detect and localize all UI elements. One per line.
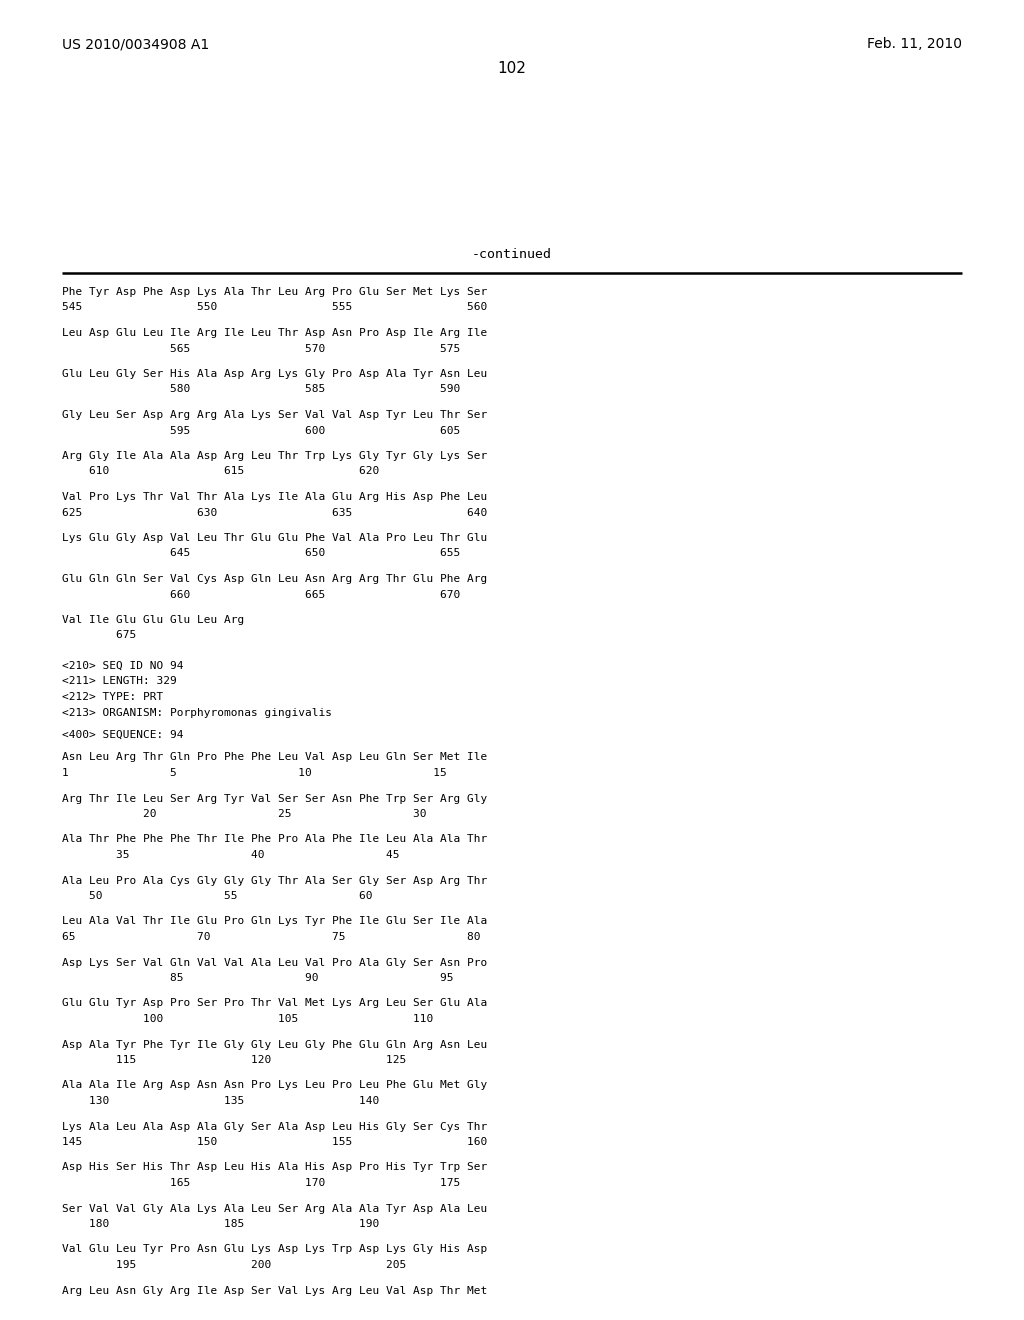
Text: 580                 585                 590: 580 585 590 <box>62 384 460 395</box>
Text: <212> TYPE: PRT: <212> TYPE: PRT <box>62 692 163 702</box>
Text: 180                 185                 190: 180 185 190 <box>62 1218 379 1229</box>
Text: 102: 102 <box>498 61 526 77</box>
Text: 645                 650                 655: 645 650 655 <box>62 549 460 558</box>
Text: Glu Gln Gln Ser Val Cys Asp Gln Leu Asn Arg Arg Thr Glu Phe Arg: Glu Gln Gln Ser Val Cys Asp Gln Leu Asn … <box>62 574 487 583</box>
Text: Asn Leu Arg Thr Gln Pro Phe Phe Leu Val Asp Leu Gln Ser Met Ile: Asn Leu Arg Thr Gln Pro Phe Phe Leu Val … <box>62 752 487 763</box>
Text: 625                 630                 635                 640: 625 630 635 640 <box>62 507 487 517</box>
Text: 50                  55                  60: 50 55 60 <box>62 891 373 902</box>
Text: Asp Ala Tyr Phe Tyr Ile Gly Gly Leu Gly Phe Glu Gln Arg Asn Leu: Asp Ala Tyr Phe Tyr Ile Gly Gly Leu Gly … <box>62 1040 487 1049</box>
Text: 65                  70                  75                  80: 65 70 75 80 <box>62 932 480 942</box>
Text: <210> SEQ ID NO 94: <210> SEQ ID NO 94 <box>62 661 183 671</box>
Text: Val Glu Leu Tyr Pro Asn Glu Lys Asp Lys Trp Asp Lys Gly His Asp: Val Glu Leu Tyr Pro Asn Glu Lys Asp Lys … <box>62 1245 487 1254</box>
Text: Val Ile Glu Glu Glu Leu Arg: Val Ile Glu Glu Glu Leu Arg <box>62 615 245 624</box>
Text: 100                 105                 110: 100 105 110 <box>62 1014 433 1024</box>
Text: Leu Asp Glu Leu Ile Arg Ile Leu Thr Asp Asn Pro Asp Ile Arg Ile: Leu Asp Glu Leu Ile Arg Ile Leu Thr Asp … <box>62 327 487 338</box>
Text: 545                 550                 555                 560: 545 550 555 560 <box>62 302 487 313</box>
Text: 660                 665                 670: 660 665 670 <box>62 590 460 599</box>
Text: 1               5                  10                  15: 1 5 10 15 <box>62 768 446 777</box>
Text: 115                 120                 125: 115 120 125 <box>62 1055 407 1065</box>
Text: <213> ORGANISM: Porphyromonas gingivalis: <213> ORGANISM: Porphyromonas gingivalis <box>62 708 332 718</box>
Text: 20                  25                  30: 20 25 30 <box>62 809 427 818</box>
Text: Lys Ala Leu Ala Asp Ala Gly Ser Ala Asp Leu His Gly Ser Cys Thr: Lys Ala Leu Ala Asp Ala Gly Ser Ala Asp … <box>62 1122 487 1131</box>
Text: 195                 200                 205: 195 200 205 <box>62 1261 407 1270</box>
Text: Ala Ala Ile Arg Asp Asn Asn Pro Lys Leu Pro Leu Phe Glu Met Gly: Ala Ala Ile Arg Asp Asn Asn Pro Lys Leu … <box>62 1081 487 1090</box>
Text: Asp Lys Ser Val Gln Val Val Ala Leu Val Pro Ala Gly Ser Asn Pro: Asp Lys Ser Val Gln Val Val Ala Leu Val … <box>62 957 487 968</box>
Text: Ala Leu Pro Ala Cys Gly Gly Gly Thr Ala Ser Gly Ser Asp Arg Thr: Ala Leu Pro Ala Cys Gly Gly Gly Thr Ala … <box>62 875 487 886</box>
Text: 165                 170                 175: 165 170 175 <box>62 1177 460 1188</box>
Text: Asp His Ser His Thr Asp Leu His Ala His Asp Pro His Tyr Trp Ser: Asp His Ser His Thr Asp Leu His Ala His … <box>62 1163 487 1172</box>
Text: <211> LENGTH: 329: <211> LENGTH: 329 <box>62 676 177 686</box>
Text: Leu Ala Val Thr Ile Glu Pro Gln Lys Tyr Phe Ile Glu Ser Ile Ala: Leu Ala Val Thr Ile Glu Pro Gln Lys Tyr … <box>62 916 487 927</box>
Text: 610                 615                 620: 610 615 620 <box>62 466 379 477</box>
Text: Val Pro Lys Thr Val Thr Ala Lys Ile Ala Glu Arg His Asp Phe Leu: Val Pro Lys Thr Val Thr Ala Lys Ile Ala … <box>62 492 487 502</box>
Text: 35                  40                  45: 35 40 45 <box>62 850 399 861</box>
Text: Arg Gly Ile Ala Ala Asp Arg Leu Thr Trp Lys Gly Tyr Gly Lys Ser: Arg Gly Ile Ala Ala Asp Arg Leu Thr Trp … <box>62 451 487 461</box>
Text: Phe Tyr Asp Phe Asp Lys Ala Thr Leu Arg Pro Glu Ser Met Lys Ser: Phe Tyr Asp Phe Asp Lys Ala Thr Leu Arg … <box>62 286 487 297</box>
Text: <400> SEQUENCE: 94: <400> SEQUENCE: 94 <box>62 730 183 741</box>
Text: 565                 570                 575: 565 570 575 <box>62 343 460 354</box>
Text: 85                  90                  95: 85 90 95 <box>62 973 454 983</box>
Text: 595                 600                 605: 595 600 605 <box>62 425 460 436</box>
Text: -continued: -continued <box>472 248 552 261</box>
Text: US 2010/0034908 A1: US 2010/0034908 A1 <box>62 37 209 51</box>
Text: Arg Leu Asn Gly Arg Ile Asp Ser Val Lys Arg Leu Val Asp Thr Met: Arg Leu Asn Gly Arg Ile Asp Ser Val Lys … <box>62 1286 487 1295</box>
Text: Glu Leu Gly Ser His Ala Asp Arg Lys Gly Pro Asp Ala Tyr Asn Leu: Glu Leu Gly Ser His Ala Asp Arg Lys Gly … <box>62 370 487 379</box>
Text: 675: 675 <box>62 631 136 640</box>
Text: Ala Thr Phe Phe Phe Thr Ile Phe Pro Ala Phe Ile Leu Ala Ala Thr: Ala Thr Phe Phe Phe Thr Ile Phe Pro Ala … <box>62 834 487 845</box>
Text: 145                 150                 155                 160: 145 150 155 160 <box>62 1137 487 1147</box>
Text: Feb. 11, 2010: Feb. 11, 2010 <box>867 37 962 51</box>
Text: Gly Leu Ser Asp Arg Arg Ala Lys Ser Val Val Asp Tyr Leu Thr Ser: Gly Leu Ser Asp Arg Arg Ala Lys Ser Val … <box>62 411 487 420</box>
Text: Arg Thr Ile Leu Ser Arg Tyr Val Ser Ser Asn Phe Trp Ser Arg Gly: Arg Thr Ile Leu Ser Arg Tyr Val Ser Ser … <box>62 793 487 804</box>
Text: Glu Glu Tyr Asp Pro Ser Pro Thr Val Met Lys Arg Leu Ser Glu Ala: Glu Glu Tyr Asp Pro Ser Pro Thr Val Met … <box>62 998 487 1008</box>
Text: 130                 135                 140: 130 135 140 <box>62 1096 379 1106</box>
Text: Lys Glu Gly Asp Val Leu Thr Glu Glu Phe Val Ala Pro Leu Thr Glu: Lys Glu Gly Asp Val Leu Thr Glu Glu Phe … <box>62 533 487 543</box>
Text: Ser Val Val Gly Ala Lys Ala Leu Ser Arg Ala Ala Tyr Asp Ala Leu: Ser Val Val Gly Ala Lys Ala Leu Ser Arg … <box>62 1204 487 1213</box>
